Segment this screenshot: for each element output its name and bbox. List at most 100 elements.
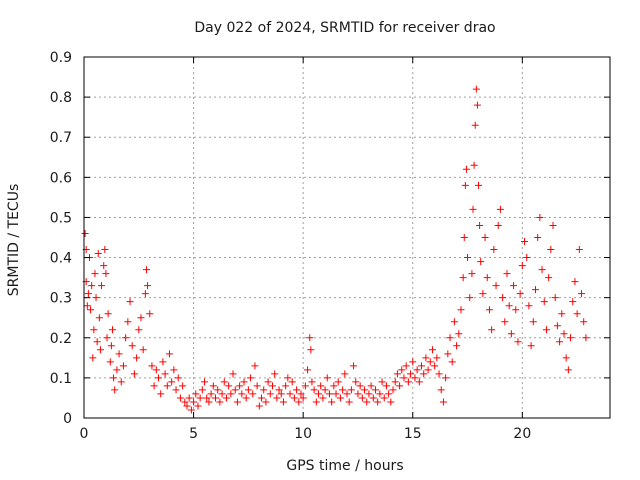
data-point <box>104 310 112 318</box>
data-point <box>455 330 463 338</box>
data-point <box>400 374 408 382</box>
data-point <box>307 346 315 354</box>
data-point <box>301 382 309 390</box>
data-point <box>128 342 136 350</box>
y-tick-label: 0.1 <box>50 371 72 387</box>
data-point <box>207 390 215 398</box>
data-point <box>475 181 482 189</box>
data-point <box>558 310 566 318</box>
data-point <box>220 378 228 386</box>
data-point <box>176 394 184 402</box>
data-point <box>549 221 557 229</box>
data-point <box>148 362 156 370</box>
x-tick-label: 0 <box>80 426 89 442</box>
data-point <box>94 250 102 258</box>
data-point <box>462 165 470 173</box>
data-point <box>413 366 421 374</box>
points-layer <box>81 85 590 414</box>
data-point <box>345 398 353 406</box>
y-axis-label: SRMTID / TECUs <box>6 184 22 297</box>
plot-frame <box>83 56 611 419</box>
data-point <box>531 286 539 294</box>
data-point <box>161 370 169 378</box>
data-point <box>225 382 233 390</box>
data-point <box>402 362 410 370</box>
data-point <box>137 314 145 322</box>
data-point <box>428 346 436 354</box>
data-point <box>231 386 239 394</box>
data-point <box>551 294 559 302</box>
y-tick-label: 0.6 <box>50 170 72 186</box>
data-point <box>518 262 526 270</box>
data-point <box>142 266 150 274</box>
data-point <box>214 386 222 394</box>
data-point <box>339 386 347 394</box>
data-point <box>306 334 314 342</box>
data-point <box>479 290 487 298</box>
data-point <box>141 290 149 298</box>
data-point <box>179 382 187 390</box>
data-point <box>81 229 89 237</box>
x-axis-label: GPS time / hours <box>286 458 403 474</box>
data-point <box>389 386 397 394</box>
data-point <box>187 406 195 414</box>
data-point <box>569 298 577 306</box>
data-point <box>108 326 116 334</box>
data-point <box>352 378 360 386</box>
data-point <box>578 290 586 298</box>
data-point <box>122 334 130 342</box>
data-point <box>84 290 92 298</box>
data-point <box>459 274 467 282</box>
data-point <box>536 213 544 221</box>
data-point <box>308 378 316 386</box>
data-point <box>371 386 379 394</box>
data-point <box>192 390 200 398</box>
data-point <box>496 205 504 213</box>
data-point <box>470 161 478 169</box>
data-point <box>488 326 496 334</box>
data-point <box>415 378 423 386</box>
data-point <box>492 282 500 290</box>
data-point <box>553 322 561 330</box>
data-point <box>431 362 439 370</box>
data-point <box>295 398 303 406</box>
data-point <box>157 390 165 398</box>
data-point <box>499 294 507 302</box>
data-point <box>139 346 147 354</box>
data-point <box>439 398 447 406</box>
data-point <box>255 402 263 410</box>
y-tick-label: 0.5 <box>50 210 72 226</box>
data-point <box>216 398 224 406</box>
data-point <box>411 374 419 382</box>
data-point <box>396 382 404 390</box>
data-point <box>106 358 114 366</box>
data-point <box>380 394 388 402</box>
ticks-layer: 0 0.1 0.2 0.3 0.4 0.5 0.6 0.7 0.8 0.9 0 5 10 15 20 <box>50 50 610 442</box>
data-point <box>514 338 522 346</box>
data-point <box>448 358 456 366</box>
x-tick-label: 15 <box>404 426 422 442</box>
data-point <box>163 382 171 390</box>
data-point <box>418 362 426 370</box>
data-point <box>284 374 292 382</box>
data-point <box>268 382 276 390</box>
y-tick-label: 0.3 <box>50 291 72 307</box>
data-point <box>387 398 395 406</box>
data-point <box>110 374 118 382</box>
data-point <box>218 390 226 398</box>
data-point <box>512 306 520 314</box>
data-point <box>350 362 358 370</box>
data-point <box>251 362 259 370</box>
data-point <box>133 354 141 362</box>
data-point <box>523 254 531 262</box>
data-point <box>538 266 546 274</box>
data-point <box>341 370 349 378</box>
data-point <box>398 366 406 374</box>
data-point <box>146 310 154 318</box>
data-point <box>323 374 331 382</box>
data-point <box>135 326 143 334</box>
data-point <box>271 370 279 378</box>
data-point <box>96 346 104 354</box>
y-tick-label: 0.7 <box>50 130 72 146</box>
data-point <box>258 394 266 402</box>
